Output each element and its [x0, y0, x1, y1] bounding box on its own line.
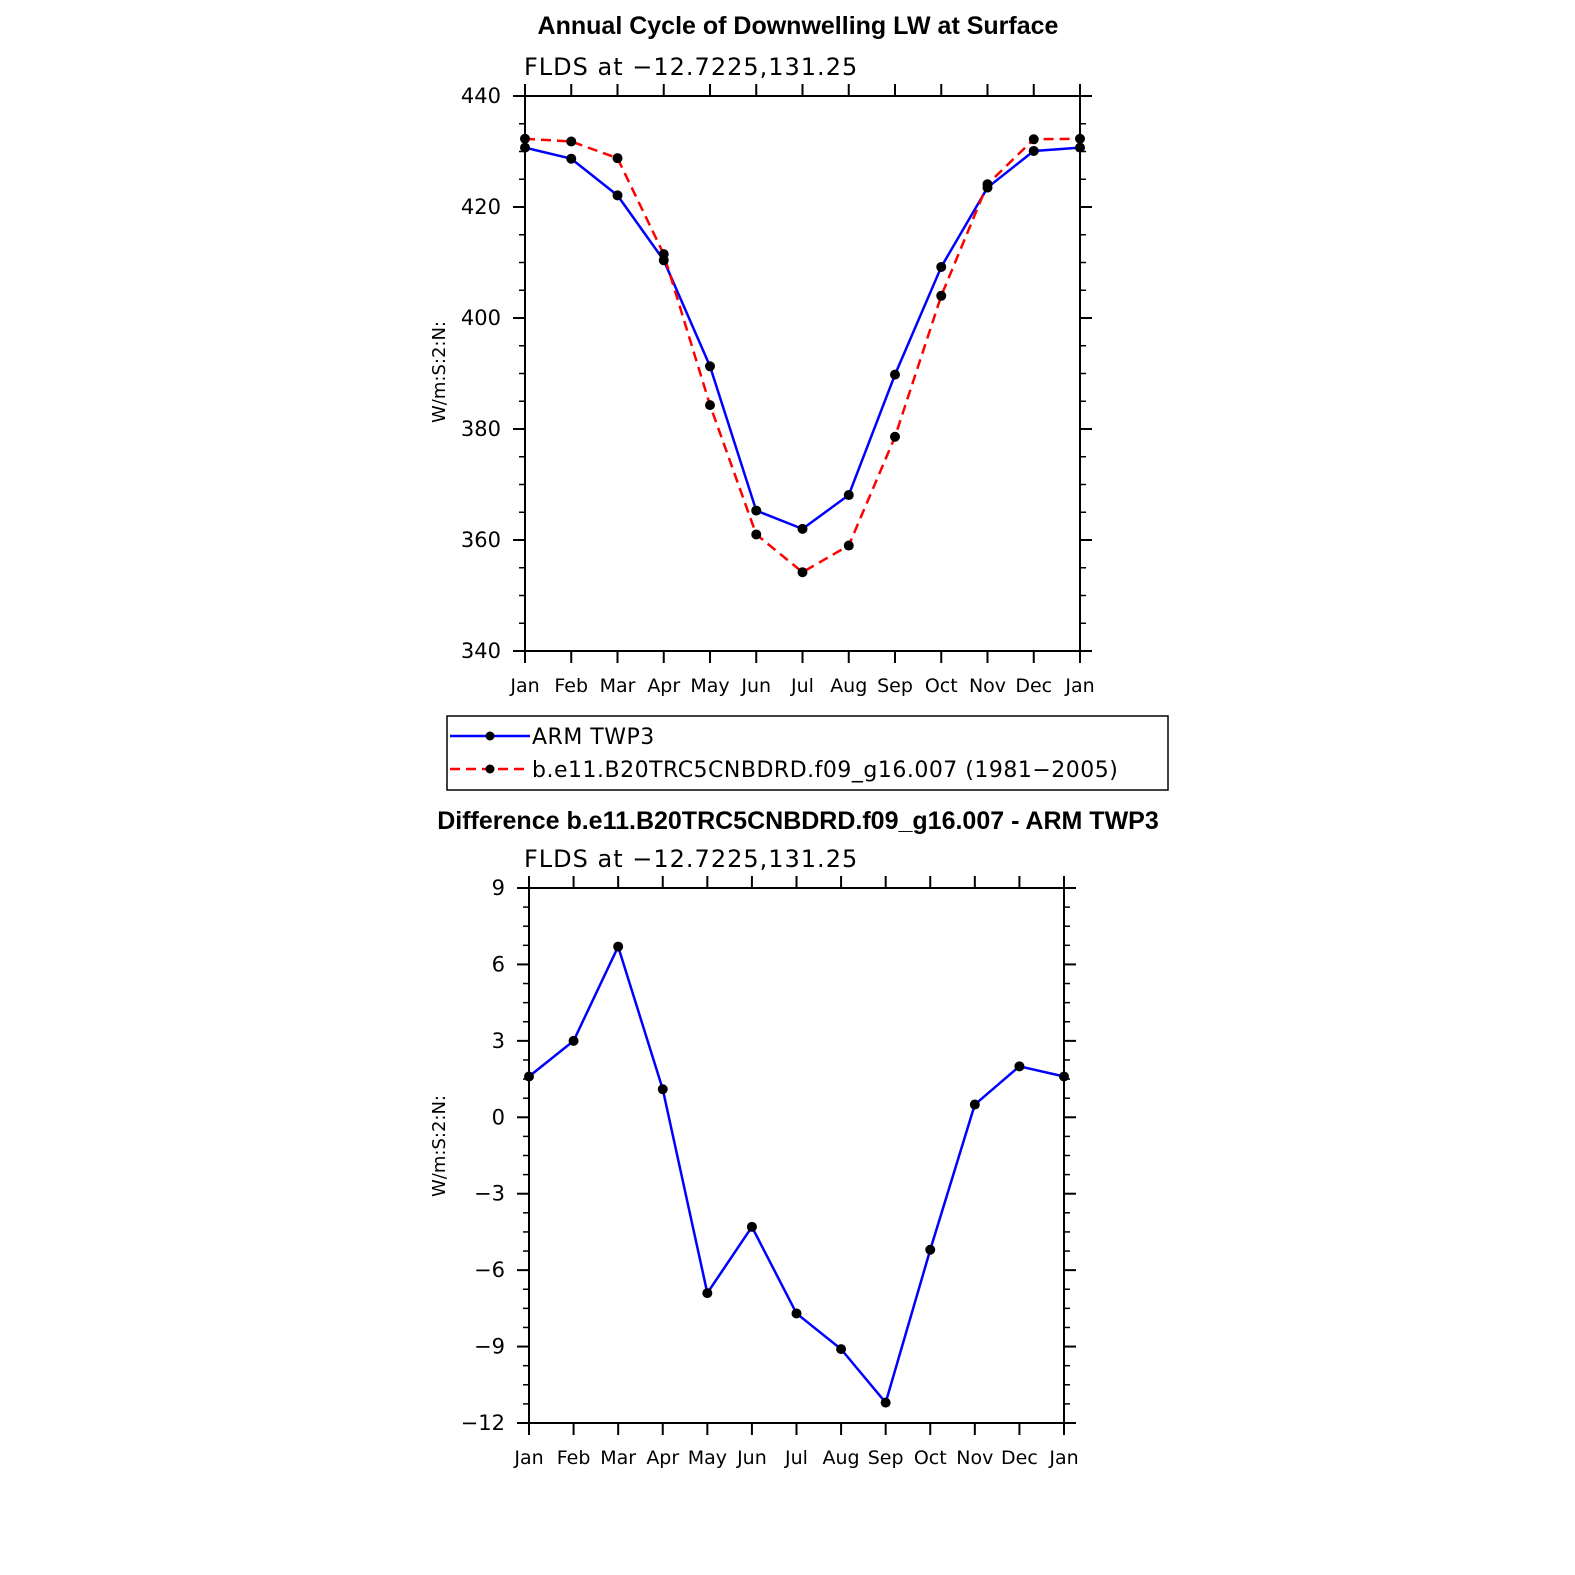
data-point	[613, 941, 624, 952]
y-tick-label: 380	[461, 417, 501, 441]
x-tick-label: Jan	[1064, 675, 1094, 697]
y-tick-label: 3	[492, 1029, 505, 1053]
data-point	[612, 153, 623, 164]
data-point	[936, 261, 947, 272]
data-point	[791, 1308, 802, 1319]
legend-entry-arm: ARM TWP3	[450, 725, 655, 750]
data-point	[746, 1221, 757, 1232]
data-point	[936, 290, 947, 301]
data-point	[890, 369, 900, 380]
data-point	[969, 1099, 980, 1110]
y-tick-label: 6	[492, 952, 505, 976]
x-tick-label: Jan	[1048, 1447, 1078, 1469]
data-point	[568, 1035, 579, 1046]
x-tick-label: Sep	[877, 675, 913, 697]
data-point	[751, 529, 762, 540]
y-tick-label: 0	[492, 1105, 505, 1129]
y-tick-label: 420	[461, 195, 501, 219]
data-point	[1059, 1071, 1069, 1082]
x-tick-label: Jun	[736, 1447, 767, 1469]
x-tick-label: Mar	[600, 675, 636, 697]
data-point	[843, 540, 854, 551]
y-axis-label: W/m:S:2:N:	[429, 1095, 450, 1197]
data-point	[836, 1344, 847, 1355]
data-point	[566, 153, 577, 164]
data-point	[524, 1071, 534, 1082]
x-tick-label: Jun	[740, 675, 771, 697]
data-point	[702, 1288, 713, 1299]
data-point	[1075, 142, 1085, 153]
series-line-1	[524, 137, 1081, 574]
y-tick-label: 400	[461, 306, 501, 330]
data-point	[880, 1397, 891, 1408]
data-point	[705, 361, 715, 372]
data-point	[1075, 133, 1085, 144]
y-tick-label: −3	[474, 1182, 505, 1206]
legend: ARM TWP3 b.e11.B20TRC5CNBDRD.f09_g16.007…	[446, 715, 1169, 791]
y-tick-label: 360	[461, 528, 501, 552]
x-tick-label: Nov	[956, 1447, 993, 1469]
x-tick-label: Oct	[925, 675, 958, 697]
x-tick-label: Apr	[647, 675, 680, 697]
x-tick-label: Jan	[513, 1447, 543, 1469]
data-point	[566, 136, 577, 147]
legend-label-arm: ARM TWP3	[532, 725, 655, 750]
x-tick-label: May	[690, 675, 729, 697]
y-tick-label: −6	[474, 1258, 505, 1282]
x-tick-label: Jul	[784, 1447, 808, 1469]
x-tick-label: Sep	[868, 1447, 904, 1469]
difference-panel: Difference b.e11.B20TRC5CNBDRD.f09_g16.0…	[429, 807, 1159, 1469]
legend-marker-arm	[485, 731, 495, 741]
data-point	[751, 505, 762, 516]
x-tick-label: Dec	[1001, 1447, 1038, 1469]
data-point	[925, 1244, 936, 1255]
data-point	[843, 490, 854, 501]
x-tick-label: Aug	[823, 1447, 860, 1469]
data-point	[520, 142, 530, 153]
data-point	[797, 567, 808, 578]
y-tick-label: −12	[461, 1411, 505, 1435]
chart-title: Difference b.e11.B20TRC5CNBDRD.f09_g16.0…	[437, 807, 1159, 835]
chart-subtitle: FLDS at −12.7225,131.25	[524, 845, 858, 873]
series-line-0	[524, 146, 1081, 531]
data-point	[1014, 1061, 1025, 1072]
data-point	[520, 133, 530, 144]
chart-subtitle: FLDS at −12.7225,131.25	[524, 53, 858, 81]
x-tick-label: Feb	[554, 675, 588, 697]
x-tick-label: May	[688, 1447, 727, 1469]
y-axis-label: W/m:S:2:N:	[429, 321, 450, 423]
data-point	[612, 190, 623, 201]
data-point	[1028, 134, 1039, 145]
x-tick-label: Jan	[509, 675, 539, 697]
x-tick-label: Aug	[830, 675, 867, 697]
data-point	[1028, 145, 1039, 156]
x-tick-label: Oct	[914, 1447, 947, 1469]
data-point	[705, 400, 715, 411]
x-tick-label: Apr	[646, 1447, 679, 1469]
x-tick-label: Jul	[790, 675, 814, 697]
y-tick-label: −9	[474, 1335, 505, 1359]
legend-box	[446, 715, 1169, 791]
chart-title: Annual Cycle of Downwelling LW at Surfac…	[538, 12, 1059, 40]
data-point	[658, 249, 669, 260]
data-point	[890, 431, 900, 442]
series-line-0	[528, 945, 1065, 1404]
y-tick-label: 9	[492, 876, 505, 900]
annual-cycle-panel: Annual Cycle of Downwelling LW at Surfac…	[429, 12, 1095, 697]
y-tick-label: 340	[461, 639, 501, 663]
x-tick-label: Dec	[1015, 675, 1052, 697]
x-tick-label: Nov	[969, 675, 1006, 697]
x-tick-label: Feb	[557, 1447, 591, 1469]
legend-marker-model	[485, 764, 495, 774]
legend-entry-model: b.e11.B20TRC5CNBDRD.f09_g16.007 (1981−20…	[450, 758, 1118, 783]
data-point	[982, 179, 993, 190]
x-tick-label: Mar	[600, 1447, 636, 1469]
data-point	[657, 1084, 668, 1095]
data-point	[797, 523, 808, 534]
legend-label-model: b.e11.B20TRC5CNBDRD.f09_g16.007 (1981−20…	[532, 758, 1118, 783]
y-tick-label: 440	[461, 84, 501, 108]
